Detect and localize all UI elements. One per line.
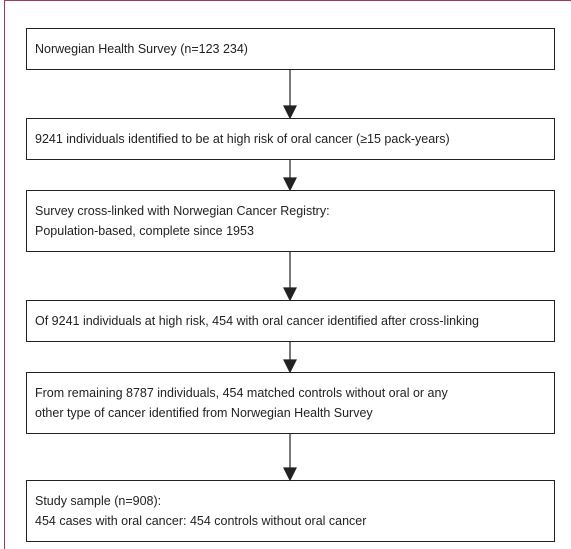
node: Study sample (n=908): 454 cases with ora… <box>26 480 555 542</box>
arrow-head <box>283 467 297 482</box>
frame <box>4 0 571 549</box>
node-text: Of 9241 individuals at high risk, 454 wi… <box>35 314 479 328</box>
node: Norwegian Health Survey (n=123 234) <box>26 28 555 70</box>
node: From remaining 8787 individuals, 454 mat… <box>26 372 555 434</box>
arrow-head <box>283 359 297 374</box>
arrow-head <box>283 287 297 302</box>
node: Of 9241 individuals at high risk, 454 wi… <box>26 300 555 342</box>
node-text: other type of cancer identified from Nor… <box>35 406 373 420</box>
node: 9241 individuals identified to be at hig… <box>26 118 555 160</box>
node-text: Survey cross-linked with Norwegian Cance… <box>35 204 330 218</box>
node-text: 454 cases with oral cancer: 454 controls… <box>35 514 367 528</box>
node-text: Study sample (n=908): <box>35 494 162 508</box>
arrow-head <box>283 105 297 120</box>
arrow-head <box>283 177 297 192</box>
node-text: 9241 individuals identified to be at hig… <box>35 132 450 146</box>
node-text: From remaining 8787 individuals, 454 mat… <box>35 386 448 400</box>
node-text: Norwegian Health Survey (n=123 234) <box>35 42 248 56</box>
node: Survey cross-linked with Norwegian Cance… <box>26 190 555 252</box>
node-text: Population-based, complete since 1953 <box>35 224 254 238</box>
